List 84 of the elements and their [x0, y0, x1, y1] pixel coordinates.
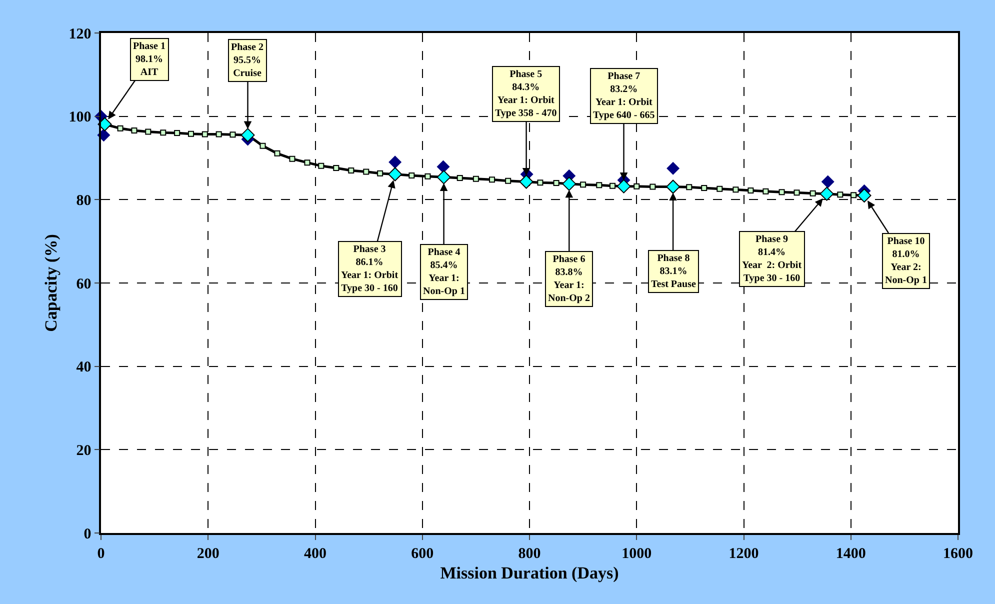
point	[174, 130, 180, 136]
point	[240, 128, 255, 142]
annotation: Phase 2 95.5% Cruise	[231, 42, 264, 79]
point	[857, 188, 872, 202]
point	[580, 182, 586, 188]
point	[216, 131, 222, 138]
x-tick-label: 200	[196, 546, 220, 562]
point	[202, 131, 208, 138]
point	[424, 173, 431, 180]
point	[318, 162, 324, 169]
point	[537, 180, 544, 186]
annotation: Phase 3 86.1% Year 1: Orbit Type 30 - 160	[341, 244, 399, 294]
point	[274, 150, 280, 156]
point	[304, 160, 310, 166]
point	[748, 188, 754, 194]
x-tick-label: 1000	[622, 546, 652, 562]
point	[260, 142, 266, 149]
annotation: Phase 8 83.1% Test Pause	[651, 253, 696, 290]
point	[377, 170, 384, 176]
point	[650, 184, 656, 190]
annotation: Phase 6 83.8% Year 1: Non-Op 2	[548, 254, 590, 304]
annotation: Phase 9 81.4% Year 2: Orbit Type 30 - 160	[742, 234, 802, 284]
x-tick-label: 0	[97, 546, 105, 562]
point	[716, 186, 723, 192]
point	[489, 176, 496, 183]
y-tick-label: 0	[84, 526, 92, 542]
point	[436, 170, 451, 184]
point	[837, 192, 844, 198]
point	[388, 156, 402, 169]
x-tick-label: 1200	[728, 546, 759, 562]
annotation: Phase 1 98.1% AIT	[133, 41, 166, 78]
point	[778, 189, 785, 196]
annotation: Phase 10 81.0% Year 2: Non-Op 1	[885, 236, 927, 286]
point	[363, 168, 370, 175]
x-tick-label: 600	[411, 546, 434, 562]
point	[562, 176, 576, 191]
y-tick-label: 120	[68, 26, 92, 42]
point	[505, 178, 512, 184]
y-axis-title: Capacity (%)	[42, 234, 60, 332]
point	[388, 167, 402, 182]
point	[472, 176, 479, 182]
point	[666, 162, 680, 175]
annotation: Phase 5 84.3% Year 1: Orbit Type 358 - 470	[495, 69, 557, 119]
x-tick-label: 400	[304, 546, 326, 562]
point	[131, 128, 138, 134]
point	[794, 190, 800, 196]
point	[701, 185, 708, 191]
x-tick-label: 1400	[836, 546, 866, 562]
point	[230, 132, 236, 138]
x-tick-label: 800	[518, 546, 541, 562]
point	[610, 182, 616, 189]
y-tick-label: 20	[76, 442, 92, 459]
point	[850, 192, 857, 198]
y-tick-label: 60	[76, 276, 92, 292]
point	[333, 165, 340, 171]
point	[188, 130, 194, 137]
x-axis-title: Mission Duration (Days)	[440, 564, 619, 583]
point	[666, 180, 680, 194]
point	[145, 128, 152, 135]
point	[686, 184, 692, 190]
y-tick-label: 100	[68, 110, 92, 126]
point	[616, 179, 631, 194]
point	[596, 182, 602, 188]
point	[408, 172, 415, 178]
point	[436, 160, 450, 174]
point	[553, 180, 560, 186]
point	[117, 125, 124, 132]
annotation: Phase 4 85.4% Year 1: Non-Op 1	[423, 247, 465, 297]
x-tick-label: 1600	[943, 546, 973, 562]
point	[810, 190, 816, 196]
y-tick-label: 80	[76, 192, 92, 209]
point	[732, 186, 739, 193]
point	[160, 130, 166, 136]
point	[634, 183, 640, 190]
point	[762, 188, 769, 194]
annotation: Phase 7 83.2% Year 1: Orbit Type 640 - 665	[593, 71, 655, 121]
point	[456, 175, 463, 181]
point	[348, 168, 354, 174]
y-tick-label: 40	[76, 360, 92, 376]
point	[519, 174, 534, 189]
point	[98, 117, 112, 132]
point	[821, 175, 834, 188]
point	[820, 186, 834, 201]
point	[289, 156, 296, 162]
